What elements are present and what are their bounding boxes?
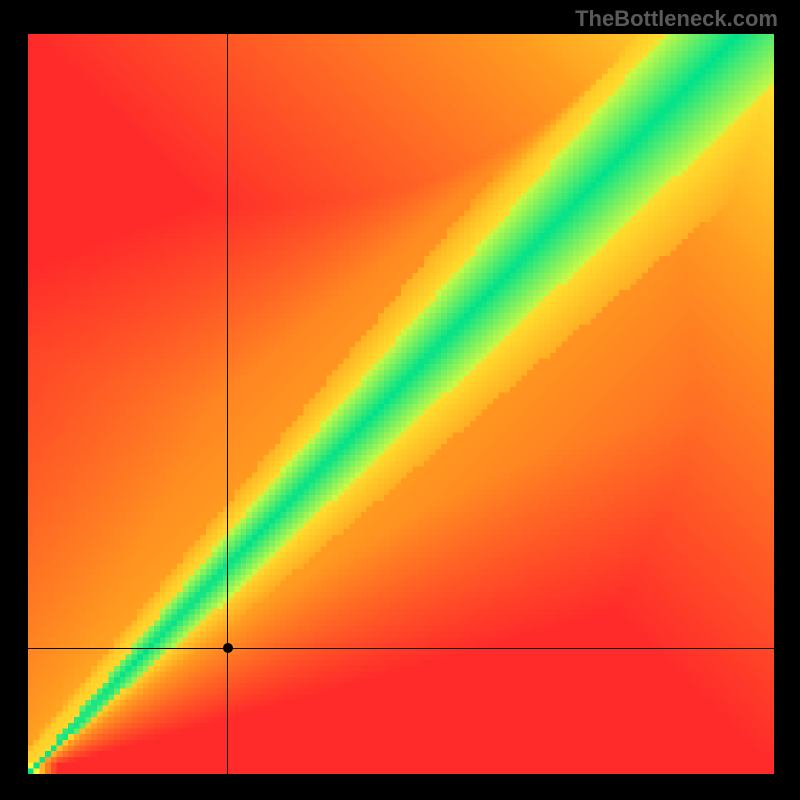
watermark-text: TheBottleneck.com: [575, 6, 778, 32]
heatmap-canvas: [28, 34, 774, 774]
crosshair-horizontal: [28, 648, 774, 649]
crosshair-vertical: [227, 34, 228, 774]
marker-dot: [223, 643, 233, 653]
plot-area: [28, 34, 774, 774]
chart-container: TheBottleneck.com: [0, 0, 800, 800]
